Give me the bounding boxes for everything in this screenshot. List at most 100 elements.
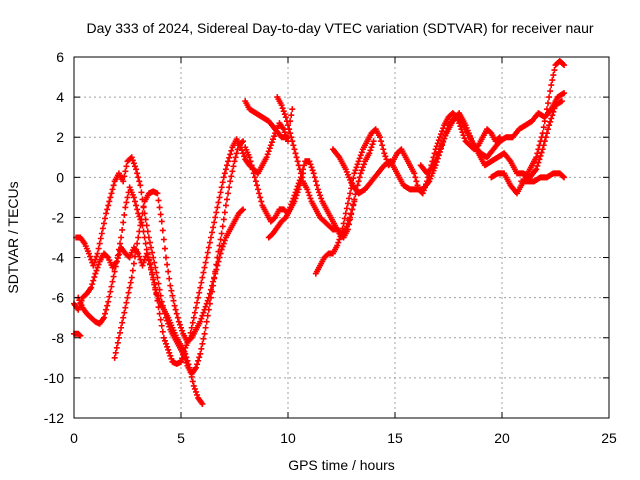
- data-point: [435, 137, 442, 144]
- data-point: [382, 153, 389, 160]
- x-tick-label: 5: [177, 430, 185, 446]
- data-point: [103, 306, 110, 313]
- data-point: [289, 106, 296, 113]
- data-point: [250, 170, 257, 177]
- data-point: [307, 161, 314, 168]
- data-point: [311, 174, 318, 181]
- data-point: [199, 340, 206, 347]
- data-point: [294, 158, 301, 165]
- data-point: [209, 282, 216, 289]
- data-point: [221, 170, 228, 177]
- data-point: [122, 304, 129, 311]
- data-point: [190, 382, 197, 389]
- data-point: [212, 214, 219, 221]
- data-point: [197, 318, 204, 325]
- data-point: [200, 309, 207, 316]
- data-point: [136, 178, 143, 185]
- data-point: [128, 154, 135, 161]
- data-point: [154, 292, 161, 299]
- data-point: [188, 324, 195, 331]
- data-point: [341, 215, 348, 222]
- data-point: [220, 216, 227, 223]
- data-point: [167, 352, 174, 359]
- data-point: [535, 159, 542, 166]
- data-point: [287, 130, 294, 137]
- data-point: [108, 190, 115, 197]
- data-point: [94, 264, 101, 271]
- data-point: [198, 279, 205, 286]
- data-point: [156, 204, 163, 211]
- data-point: [189, 319, 196, 326]
- data-point: [194, 299, 201, 306]
- data-point: [207, 286, 214, 293]
- data-point: [377, 134, 384, 141]
- data-point: [166, 349, 173, 356]
- data-point: [214, 262, 221, 269]
- data-point: [95, 261, 102, 268]
- data-point: [100, 314, 107, 321]
- data-point: [121, 309, 128, 316]
- data-point: [183, 354, 190, 361]
- data-point: [461, 135, 468, 142]
- data-point: [378, 138, 385, 145]
- data-point: [102, 215, 109, 222]
- data-point: [148, 266, 155, 273]
- data-point: [561, 62, 568, 69]
- data-point: [192, 304, 199, 311]
- data-point: [253, 182, 260, 189]
- plot-frame: [73, 56, 610, 419]
- data-point: [199, 400, 206, 407]
- data-point: [115, 246, 122, 253]
- data-point: [140, 259, 147, 266]
- data-point: [130, 194, 137, 201]
- data-point: [138, 189, 145, 196]
- data-point: [135, 250, 142, 257]
- data-point: [286, 126, 293, 133]
- data-point: [293, 154, 300, 161]
- data-point: [550, 72, 557, 79]
- data-point: [153, 269, 160, 276]
- data-point: [295, 162, 302, 169]
- data-point: [163, 254, 170, 261]
- data-point: [151, 281, 158, 288]
- data-point: [158, 218, 165, 225]
- data-point: [221, 237, 228, 244]
- data-point: [221, 209, 228, 216]
- data-point: [216, 194, 223, 201]
- y-tick-label: -10: [44, 370, 64, 386]
- data-point: [213, 266, 220, 273]
- data-point: [134, 170, 141, 177]
- data-point: [103, 210, 110, 217]
- data-point: [460, 132, 467, 139]
- data-point: [149, 249, 156, 256]
- data-point: [359, 164, 366, 171]
- data-point: [281, 215, 288, 222]
- data-point: [110, 182, 117, 189]
- data-point: [304, 186, 311, 193]
- data-point: [210, 278, 217, 285]
- data-point: [348, 210, 355, 217]
- data-point: [307, 195, 314, 202]
- data-point: [342, 226, 349, 233]
- data-point: [137, 182, 144, 189]
- x-tick-label: 20: [494, 430, 510, 446]
- data-point: [351, 198, 358, 205]
- data-point: [355, 178, 362, 185]
- data-point: [367, 147, 374, 154]
- data-point: [186, 364, 193, 371]
- data-point: [97, 235, 104, 242]
- data-point: [258, 198, 265, 205]
- data-point: [87, 253, 94, 260]
- data-point: [337, 233, 344, 240]
- y-axis-label: SDTVAR / TECUs: [5, 181, 21, 293]
- data-point: [459, 129, 466, 136]
- data-point: [200, 335, 207, 342]
- data-point: [122, 168, 129, 175]
- data-point: [104, 253, 111, 260]
- data-point: [160, 236, 167, 243]
- data-point: [219, 179, 226, 186]
- data-point: [201, 264, 208, 271]
- data-point: [150, 254, 157, 261]
- data-point: [76, 331, 83, 338]
- data-point: [551, 105, 558, 112]
